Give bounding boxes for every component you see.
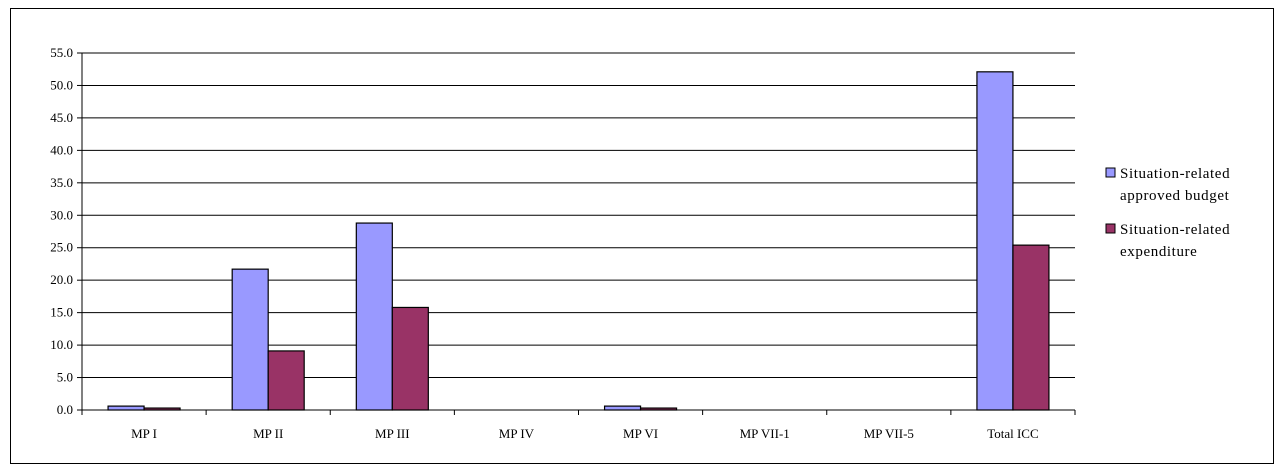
x-tick-label: MP VI	[623, 426, 658, 441]
bar	[107, 405, 145, 411]
legend: Situation-related approved budget Situatio…	[1105, 166, 1230, 260]
bar	[355, 222, 393, 411]
x-tick-label: MP I	[131, 426, 157, 441]
legend-swatch	[1105, 167, 1116, 178]
legend-swatch	[1105, 223, 1116, 234]
y-tick-label: 0.0	[57, 402, 73, 417]
legend-label: approved budget	[1120, 188, 1230, 204]
y-tick-label: 5.0	[57, 370, 73, 385]
bar	[267, 350, 305, 411]
bars	[107, 71, 1050, 411]
bar	[1012, 244, 1050, 411]
y-tick-label: 40.0	[50, 142, 73, 157]
y-tick-label: 25.0	[50, 240, 73, 255]
x-tick-label: Total ICC	[987, 426, 1038, 441]
x-axis: MP I MP II MP III MP IV MP VI MP VII-1 MP VII-…	[81, 409, 1076, 441]
bar	[603, 405, 642, 411]
x-tick-label: MP VII-5	[864, 426, 914, 441]
bar	[391, 306, 429, 411]
y-axis: 0.0 5.0 10.0 15.0 20.0 25.0 30.0 35.0 40.0 45.0 50…	[50, 45, 83, 417]
y-tick-label: 50.0	[50, 77, 73, 92]
y-tick-label: 15.0	[50, 305, 73, 320]
x-tick-label: MP VII-1	[740, 426, 790, 441]
y-tick-label: 35.0	[50, 175, 73, 190]
gridlines	[82, 52, 1075, 379]
chart-frame	[10, 8, 1274, 464]
y-tick-label: 30.0	[50, 207, 73, 222]
legend-label: Situation-related	[1120, 222, 1230, 238]
y-tick-label: 55.0	[50, 45, 73, 60]
y-tick-label: 10.0	[50, 337, 73, 352]
y-tick-label: 20.0	[50, 272, 73, 287]
x-tick-label: MP II	[253, 426, 283, 441]
x-tick-label: MP IV	[499, 426, 535, 441]
x-tick-label: MP III	[375, 426, 410, 441]
y-tick-label: 45.0	[50, 110, 73, 125]
legend-label: Situation-related	[1120, 166, 1230, 182]
bar	[231, 268, 269, 411]
bar	[976, 71, 1014, 411]
legend-label: expenditure	[1120, 244, 1197, 260]
